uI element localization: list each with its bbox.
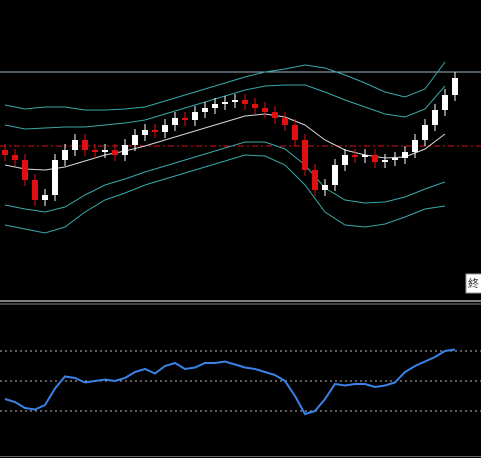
band-line: [4, 61, 446, 111]
band-line: [4, 154, 446, 234]
oscillator-line: [4, 348, 456, 416]
candle-body: [312, 170, 318, 190]
candle-body: [262, 108, 268, 112]
candle-body: [72, 140, 78, 150]
candle-body: [432, 110, 438, 125]
candle-body: [272, 112, 278, 118]
band-line: [4, 141, 446, 213]
candle-body: [392, 158, 398, 160]
candle-body: [12, 155, 18, 160]
candle-body: [32, 180, 38, 200]
candle-body: [132, 135, 138, 145]
candle-body: [22, 160, 28, 180]
annotation-box: [465, 273, 481, 294]
candle-body: [202, 108, 208, 112]
candle-body: [412, 140, 418, 152]
candle-body: [282, 118, 288, 125]
candle-body: [142, 130, 148, 135]
candle-body: [222, 102, 228, 104]
candle-body: [62, 150, 68, 160]
candle-body: [182, 118, 188, 120]
candle-body: [422, 125, 428, 140]
candle-body: [452, 78, 458, 95]
candle-body: [212, 104, 218, 108]
candle-body: [302, 140, 308, 170]
candle-body: [102, 150, 108, 152]
candle-body: [172, 118, 178, 125]
annotation: 終: [468, 276, 479, 290]
candle-body: [362, 155, 368, 157]
candle-body: [342, 155, 348, 165]
candle-body: [122, 145, 128, 155]
candle-body: [162, 125, 168, 132]
candle-body: [352, 155, 358, 157]
candle-body: [192, 112, 198, 120]
candle-body: [442, 95, 448, 110]
band-line: [4, 113, 446, 171]
candle-body: [372, 155, 378, 162]
candle-body: [232, 100, 238, 102]
candle-body: [92, 150, 98, 152]
candle-body: [42, 195, 48, 200]
candle-body: [252, 104, 258, 108]
candle-body: [1, 150, 8, 155]
candle-body: [332, 165, 338, 185]
candle-body: [112, 150, 118, 155]
candle-body: [52, 160, 58, 195]
candle-body: [152, 130, 158, 132]
candle-body: [242, 100, 248, 104]
candle-body: [292, 125, 298, 140]
candle-body: [382, 160, 388, 162]
candle-body: [82, 140, 88, 150]
candle-body: [322, 185, 328, 190]
candle-body: [402, 152, 408, 158]
